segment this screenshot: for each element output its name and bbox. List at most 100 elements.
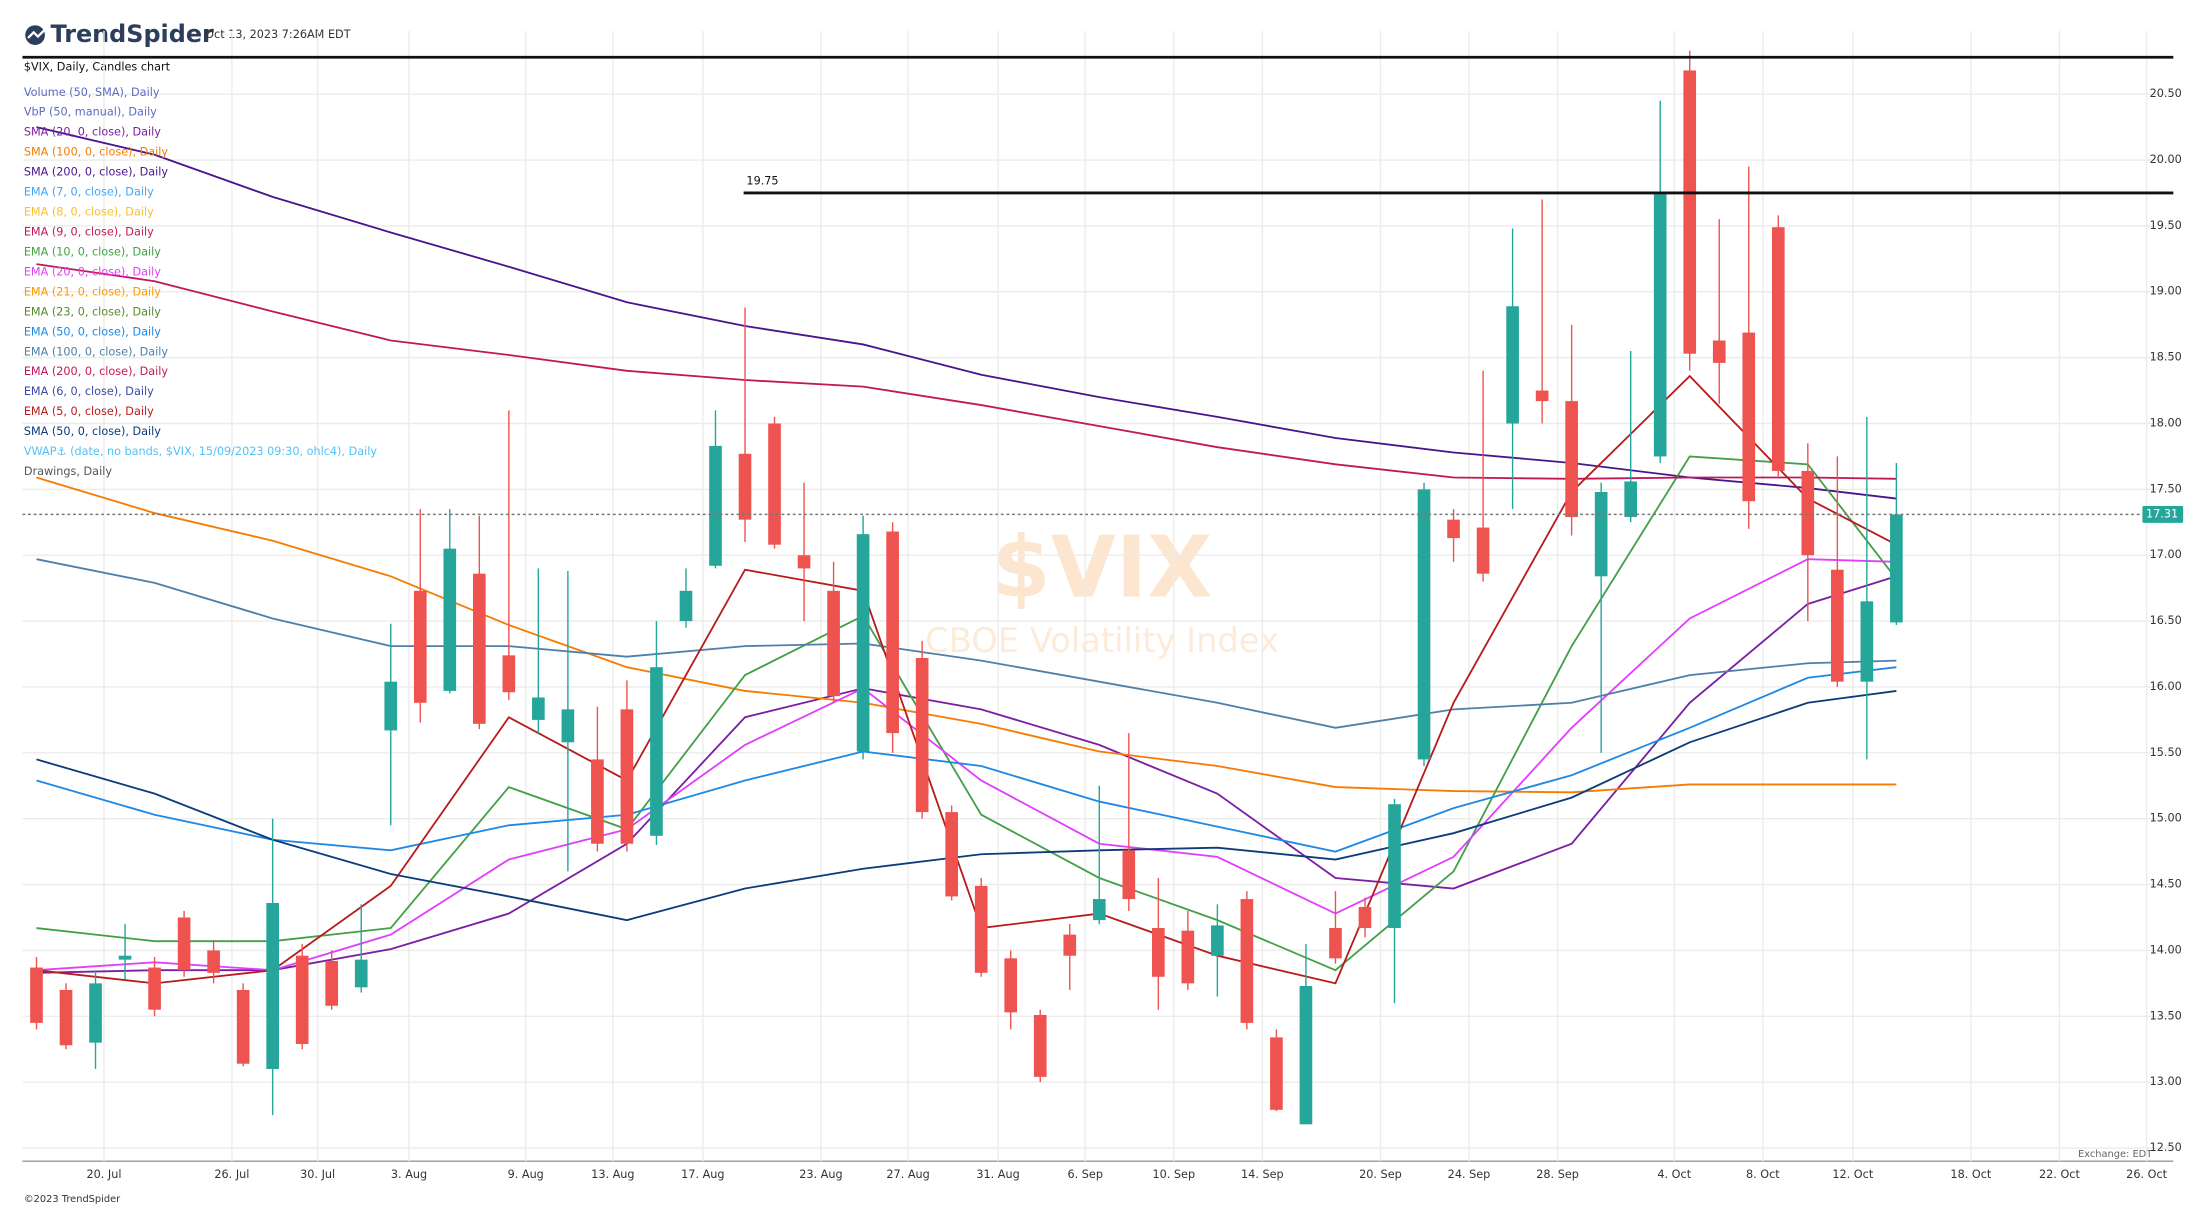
logo <box>25 25 46 45</box>
candle-body <box>295 955 309 1044</box>
candle-body <box>620 709 634 844</box>
legend-entry: EMA (200, 0, close), Daily <box>24 365 169 378</box>
y-tick-label: 18.50 <box>2150 351 2182 364</box>
legend-entry: EMA (9, 0, close), Daily <box>24 226 154 239</box>
legend-entry: EMA (21, 0, close), Daily <box>24 285 161 298</box>
candle-body <box>1447 519 1460 539</box>
indicator-line <box>36 558 1897 972</box>
candle-body <box>856 534 870 752</box>
candle-body <box>738 453 752 520</box>
x-tick-label: 20. Sep <box>1359 1168 1402 1181</box>
candle-body <box>1388 804 1401 929</box>
indicator-line <box>36 575 1897 974</box>
candle-body <box>1801 470 1815 556</box>
y-tick-label: 14.00 <box>2150 943 2182 956</box>
candle-body <box>1063 934 1077 956</box>
drawing-label: 19.75 <box>746 175 778 188</box>
legend-entry: SMA (200, 0, close), Daily <box>24 166 169 179</box>
chart-title: $VIX, Daily, Candles chart <box>24 60 171 73</box>
candle-body <box>1860 601 1874 682</box>
x-tick-label: 18. Oct <box>1950 1168 1991 1181</box>
x-tick-label: 14. Sep <box>1241 1168 1284 1181</box>
candle-body <box>1004 958 1018 1013</box>
y-tick-label: 18.00 <box>2150 416 2182 429</box>
y-tick-label: 20.50 <box>2150 87 2182 100</box>
candle-body <box>59 989 73 1046</box>
last-price-label: 17.31 <box>2146 507 2178 520</box>
brand: TrendSpider <box>51 20 214 48</box>
legend-entry: EMA (23, 0, close), Daily <box>24 305 161 318</box>
candle-body <box>207 950 220 973</box>
y-tick-label: 13.00 <box>2150 1075 2182 1088</box>
legend-entry: SMA (50, 0, close), Daily <box>24 425 161 438</box>
x-tick-label: 13. Aug <box>591 1168 634 1181</box>
candle-body <box>1033 1014 1047 1077</box>
candle-body <box>1712 340 1726 363</box>
x-tick-label: 22. Oct <box>2039 1168 2080 1181</box>
candle-body <box>1240 899 1254 1023</box>
candle-body <box>1535 390 1549 402</box>
candle-body <box>118 955 132 960</box>
x-tick-label: 26. Jul <box>214 1168 249 1181</box>
candle-body <box>1890 514 1903 623</box>
indicator-line <box>36 263 1897 480</box>
legend-entry: EMA (8, 0, close), Daily <box>24 206 154 219</box>
candle-body <box>1181 930 1195 984</box>
candle-body <box>1771 227 1785 471</box>
x-tick-label: 9. Aug <box>508 1168 544 1181</box>
x-tick-label: 4. Oct <box>1657 1168 1691 1181</box>
legend-entry: EMA (10, 0, close), Daily <box>24 245 161 258</box>
candle-body <box>768 423 781 545</box>
indicator-line <box>36 126 1897 500</box>
y-tick-label: 19.50 <box>2150 219 2182 232</box>
x-tick-label: 31. Aug <box>976 1168 1019 1181</box>
candle-body <box>886 531 899 734</box>
legend-entry: VbP (50, manual), Daily <box>24 106 157 119</box>
candle-body <box>1831 569 1844 682</box>
legend-entry: VWAP⚓ (date, no bands, $VIX, 15/09/2023 … <box>24 445 378 458</box>
candle-body <box>1624 481 1638 518</box>
candle-body <box>1417 489 1431 760</box>
x-tick-label: 24. Sep <box>1448 1168 1491 1181</box>
watermark-name: CBOE Volatility Index <box>925 621 1279 660</box>
y-tick-label: 16.50 <box>2150 614 2182 627</box>
candle-body <box>532 697 545 720</box>
indicator-line <box>36 455 1898 972</box>
candle-body <box>1152 928 1165 977</box>
candle-body <box>502 655 516 693</box>
timestamp: Oct 13, 2023 7:26AM EDT <box>205 28 351 41</box>
candle-body <box>974 885 988 973</box>
legend-entry: Drawings, Daily <box>24 465 112 478</box>
candle-body <box>1476 527 1490 574</box>
indicator-line <box>36 558 1897 729</box>
y-tick-label: 19.00 <box>2150 285 2182 298</box>
x-tick-label: 3. Aug <box>391 1168 427 1181</box>
candle-body <box>384 681 398 731</box>
candle-body <box>236 989 250 1064</box>
candle-body <box>148 967 161 1010</box>
candle-body <box>30 967 43 1023</box>
candle-body <box>472 573 486 724</box>
candle-body <box>1565 401 1578 518</box>
y-tick-label: 20.00 <box>2150 153 2182 166</box>
y-tick-label: 17.00 <box>2150 548 2182 561</box>
candle-body <box>1122 850 1136 900</box>
candle-body <box>561 709 575 743</box>
candle-body <box>945 812 958 897</box>
legend-entry: SMA (20, 0, close), Daily <box>24 126 161 139</box>
candle-body <box>354 959 368 988</box>
candle-body <box>413 590 427 703</box>
candle-body <box>1092 899 1106 921</box>
candle-body <box>266 903 279 1069</box>
indicator-line <box>36 690 1897 922</box>
candle-body <box>1506 306 1519 424</box>
legend-entry: EMA (5, 0, close), Daily <box>24 405 154 418</box>
candle-body <box>827 590 840 697</box>
candle-body <box>89 983 102 1043</box>
y-tick-label: 16.00 <box>2150 680 2182 693</box>
last-price-box <box>2142 505 2184 523</box>
x-tick-label: 17. Aug <box>681 1168 724 1181</box>
y-tick-label: 13.50 <box>2150 1009 2182 1022</box>
